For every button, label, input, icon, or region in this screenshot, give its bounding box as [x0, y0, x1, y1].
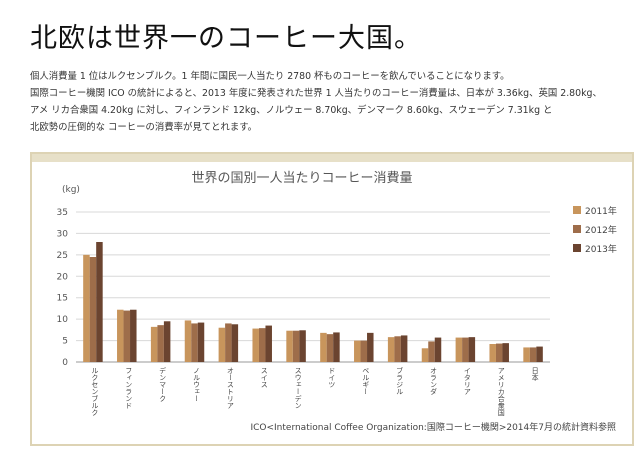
bar-1 — [83, 254, 90, 362]
bar-3 — [231, 324, 239, 362]
bar-1 — [286, 330, 293, 362]
page-title: 北欧は世界一のコーヒー大国。 — [30, 23, 422, 54]
intro-line: 国際コーヒー機関 ICO の統計によると、2013 年度に発表された世界 1 人… — [30, 88, 602, 99]
x-tick-label: アメリカ合衆国 — [497, 367, 505, 417]
bar-2 — [123, 310, 131, 362]
chart-title: 世界の国別一人当たりコーヒー消費量 — [191, 171, 412, 186]
bar-3 — [265, 325, 272, 362]
y-tick-label: 30 — [57, 229, 69, 239]
x-tick-label: スイス — [260, 367, 268, 388]
bar-1 — [455, 337, 463, 362]
legend-label: 2011年 — [585, 205, 617, 217]
legend-label: 2012年 — [585, 224, 617, 236]
bar-3 — [130, 309, 137, 362]
bar-2 — [360, 340, 368, 362]
bar-1 — [320, 332, 327, 362]
x-tick-label: 日本 — [531, 367, 539, 382]
y-tick-label: 15 — [57, 294, 68, 304]
x-tick-label: イタリア — [463, 367, 471, 395]
x-tick-label: オランダ — [430, 367, 438, 395]
bar-1 — [218, 327, 226, 362]
legend-swatch — [573, 225, 581, 233]
intro-line: 個人消費量 1 位はルクセンブルク。1 年間に国民一人当たり 2780 杯ものコ… — [30, 71, 510, 82]
bar-2 — [326, 334, 334, 362]
bar-3 — [400, 335, 408, 362]
bar-1 — [150, 326, 158, 362]
x-tick-label: オーストリア — [226, 367, 234, 409]
x-tick-label: ドイツ — [328, 367, 336, 388]
bar-3 — [299, 330, 306, 362]
bar-2 — [191, 323, 198, 362]
y-tick-label: 35 — [57, 208, 68, 218]
consumption-chart: 世界の国別一人当たりコーヒー消費量 (kg) 0 5 10 15 20 25 30 35 ルクセンブ… — [32, 154, 632, 433]
bar-3 — [468, 337, 476, 362]
x-tick-label: スウェーデン — [294, 367, 302, 409]
bar-1 — [489, 344, 496, 362]
x-tick-label: ルクセンブルク — [91, 367, 99, 416]
x-tick-label: ノルウェー — [193, 367, 201, 402]
intro-line: アメ リカ合衆国 4.20kg に対し、フィンランド 12kg、ノルウェー 8.… — [30, 105, 553, 116]
chart-title-band — [32, 154, 632, 162]
bar-3 — [536, 346, 543, 362]
bar-1 — [184, 320, 192, 362]
bar-2 — [394, 336, 401, 362]
bar-1 — [387, 337, 395, 362]
bar-2 — [292, 330, 300, 362]
bar-2 — [495, 343, 503, 362]
bar-3 — [96, 242, 103, 362]
legend-swatch — [573, 244, 581, 252]
bar-3 — [333, 332, 340, 362]
source-note: ICO<International Coffee Organization:国際… — [250, 421, 616, 433]
bar-2 — [89, 257, 97, 362]
bar-1 — [354, 340, 361, 362]
bar-1 — [117, 309, 124, 362]
bar-2 — [529, 347, 537, 362]
y-tick-label: 10 — [57, 315, 69, 325]
bar-1 — [523, 347, 530, 362]
y-tick-label: 0 — [62, 358, 68, 368]
y-axis-label: (kg) — [62, 185, 80, 195]
bar-3 — [367, 332, 374, 362]
y-tick-label: 5 — [62, 337, 68, 347]
intro-paragraph: 個人消費量 1 位はルクセンブルク。1 年間に国民一人当たり 2780 杯ものコ… — [30, 68, 630, 136]
x-tick-label: フィンランド — [125, 367, 133, 409]
y-tick-label: 20 — [57, 272, 69, 282]
bar-3 — [434, 337, 442, 362]
bar-1 — [252, 328, 259, 362]
y-tick-label: 25 — [57, 251, 68, 261]
intro-line: 北欧勢の圧倒的な コーヒーの消費率が見てとれます。 — [30, 122, 258, 133]
bar-2 — [462, 337, 469, 362]
bar-2 — [225, 323, 232, 362]
bar-3 — [163, 321, 171, 362]
bar-2 — [428, 341, 435, 362]
bar-1 — [421, 348, 429, 362]
bar-3 — [197, 322, 205, 362]
legend-swatch — [573, 206, 581, 214]
x-tick-label: デンマーク — [159, 366, 167, 402]
bar-2 — [258, 328, 266, 362]
x-tick-label: ベルギー — [362, 367, 370, 395]
x-tick-label: ブラジル — [396, 366, 404, 395]
bar-3 — [502, 343, 509, 362]
chart-frame: 世界の国別一人当たりコーヒー消費量 (kg) 0 5 10 15 20 25 30 35 ルクセンブ… — [30, 152, 634, 446]
bar-2 — [157, 325, 164, 362]
legend-label: 2013年 — [585, 243, 617, 255]
